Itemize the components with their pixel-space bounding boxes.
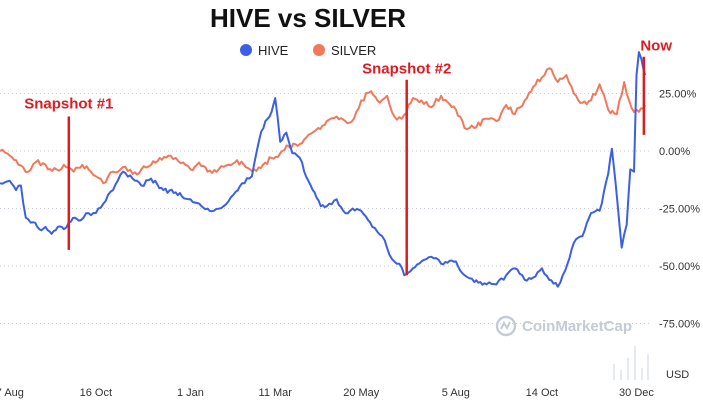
volume-bar xyxy=(627,358,629,380)
watermark: CoinMarketCap xyxy=(495,315,632,337)
x-tick-label: 7 Aug xyxy=(0,387,24,399)
volume-bar xyxy=(647,354,649,380)
series-line-hive xyxy=(0,51,647,288)
y-axis-unit: USD xyxy=(666,369,689,381)
volume-bar xyxy=(620,370,622,380)
x-tick-label: 14 Oct xyxy=(526,387,558,399)
series-line-silver xyxy=(0,67,646,185)
x-tick-label: 5 Aug xyxy=(442,387,470,399)
y-tick-label: 25.00% xyxy=(659,89,697,101)
y-tick-label: -25.00% xyxy=(659,204,700,216)
x-tick-label: 20 May xyxy=(343,387,380,399)
y-tick-label: -75.00% xyxy=(659,319,700,331)
legend-marker-silver xyxy=(313,44,325,56)
x-tick-label: 1 Jan xyxy=(177,387,204,399)
y-tick-label: -50.00% xyxy=(659,261,700,273)
legend: HIVE SILVER xyxy=(240,43,376,58)
chart-title: HIVE vs SILVER xyxy=(210,3,406,33)
annotation-label: Snapshot #1 xyxy=(24,96,113,113)
coinmarketcap-logo-icon xyxy=(495,315,517,337)
x-tick-label: 30 Dec xyxy=(619,387,654,399)
legend-label-hive: HIVE xyxy=(258,43,289,58)
volume-bar xyxy=(634,346,636,380)
annotation-label: Now xyxy=(640,38,672,55)
legend-label-silver: SILVER xyxy=(331,43,376,58)
legend-marker-hive xyxy=(240,44,252,56)
y-tick-label: 0.00% xyxy=(659,146,690,158)
annotation-label: Snapshot #2 xyxy=(362,61,451,78)
watermark-text: CoinMarketCap xyxy=(522,318,632,335)
x-tick-label: 11 Mar xyxy=(259,387,293,399)
volume-bar xyxy=(613,364,615,380)
x-tick-label: 16 Oct xyxy=(80,387,112,399)
volume-bar xyxy=(641,368,643,380)
